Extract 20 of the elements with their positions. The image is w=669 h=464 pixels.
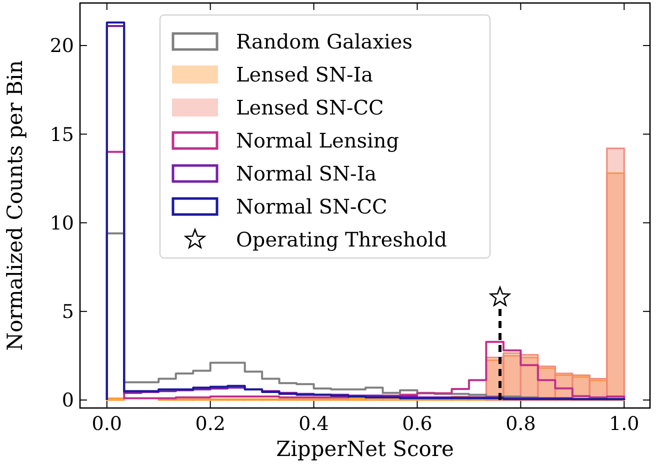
x-tick-label: 0.0: [92, 413, 122, 435]
legend-label: Operating Threshold: [236, 228, 448, 252]
x-axis-title: ZipperNet Score: [276, 437, 454, 461]
legend-label: Normal SN-CC: [236, 194, 388, 218]
x-tick-label: 0.2: [195, 413, 226, 435]
y-tick-label: 10: [50, 212, 74, 234]
legend-label: Lensed SN-Ia: [236, 62, 374, 86]
y-axis-title: Normalized Counts per Bin: [3, 60, 27, 351]
legend-label: Normal SN-Ia: [236, 162, 377, 186]
legend-label: Random Galaxies: [236, 30, 412, 54]
y-tick-label: 5: [62, 301, 74, 324]
x-tick-label: 0.4: [298, 413, 329, 435]
x-tick-label: 1.0: [609, 413, 640, 435]
y-tick-label: 15: [50, 124, 74, 146]
x-tick-label: 0.8: [506, 413, 536, 435]
legend-label: Lensed SN-CC: [236, 96, 384, 120]
x-tick-label: 0.6: [402, 413, 432, 435]
legend-label: Normal Lensing: [236, 128, 400, 152]
y-tick-label: 0: [62, 390, 74, 412]
y-tick-label: 20: [50, 35, 74, 58]
